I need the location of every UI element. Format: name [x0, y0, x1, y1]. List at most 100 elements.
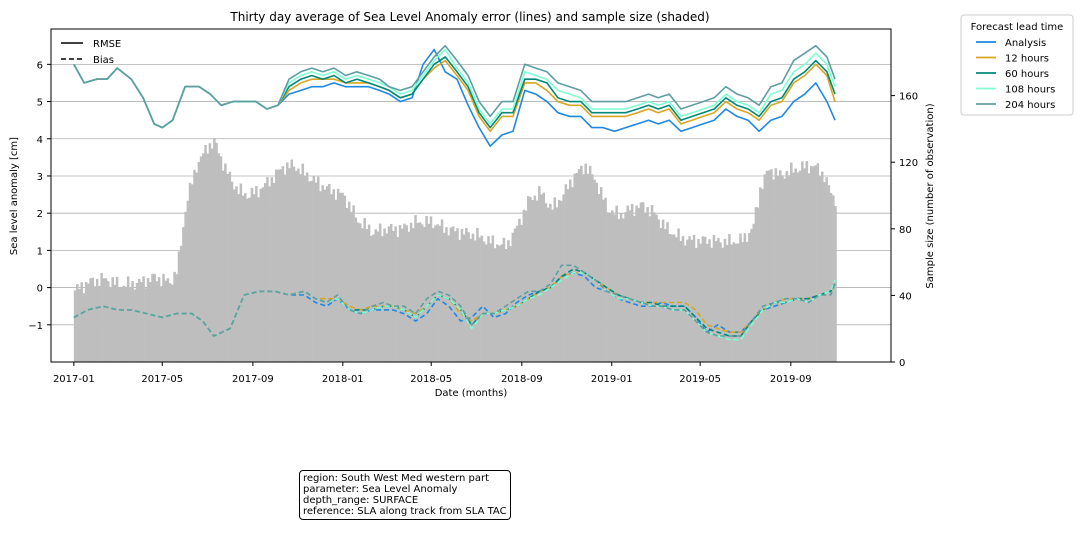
info-depth-range: depth_range: SURFACE — [303, 495, 419, 506]
sample-size-bar — [686, 239, 689, 362]
sample-size-bar — [221, 170, 225, 362]
sample-size-bar — [542, 192, 545, 362]
sample-size-bar — [263, 183, 267, 362]
sample-size-bar — [104, 278, 108, 362]
sample-size-bar — [237, 194, 240, 362]
sample-size-bar — [109, 287, 112, 362]
sample-size-bar — [257, 197, 260, 362]
y2-tick-label: 0 — [899, 358, 905, 369]
sample-size-bar — [646, 207, 649, 362]
sample-size-bar — [98, 285, 101, 362]
sample-size-bar — [617, 219, 621, 362]
sample-size-bar — [597, 194, 601, 362]
sample-size-bar — [111, 277, 114, 362]
sample-size-bar — [524, 210, 528, 362]
sample-size-bar — [622, 218, 625, 362]
lead-legend-label: Analysis — [1005, 38, 1046, 49]
sample-size-bar — [473, 240, 477, 362]
sample-size-bar — [482, 241, 486, 362]
sample-size-bar — [485, 244, 488, 362]
sample-size-bar — [283, 174, 287, 362]
sample-size-bar — [712, 234, 716, 362]
sample-size-bar — [208, 143, 212, 362]
sample-size-bar — [489, 243, 492, 362]
sample-size-bar — [606, 212, 610, 362]
sample-size-bar — [584, 163, 587, 362]
sample-size-bar — [604, 197, 607, 362]
x-tick-label: 2018-01 — [322, 374, 364, 385]
y-tick-label: 5 — [37, 98, 43, 109]
sample-size-bar — [670, 234, 674, 362]
sample-size-bar — [418, 222, 422, 362]
sample-size-bar — [164, 280, 167, 362]
sample-size-bar — [100, 272, 103, 362]
sample-size-bar — [310, 180, 313, 362]
sample-size-bar — [389, 223, 393, 362]
sample-size-bar — [155, 281, 159, 362]
sample-size-bar — [153, 273, 156, 362]
sample-size-bar — [633, 215, 636, 362]
sample-size-bar — [248, 197, 251, 362]
sample-size-bar — [659, 227, 663, 362]
sample-size-bar — [102, 278, 106, 362]
sample-size-bar — [520, 224, 523, 362]
sample-size-bar — [213, 137, 216, 362]
sample-size-bar — [184, 211, 187, 362]
sample-size-bar — [825, 177, 828, 362]
y2-tick-label: 40 — [899, 291, 912, 302]
sample-size-bar — [195, 172, 198, 362]
lead-time-legend-frame — [960, 14, 1074, 116]
sample-size-bar — [688, 236, 691, 362]
sample-size-bar — [692, 234, 696, 362]
sample-size-bar — [292, 166, 296, 362]
y2-tick-label: 160 — [899, 92, 918, 103]
sample-size-bar — [779, 170, 782, 362]
lead-time-legend: Forecast lead time Analysis 12 hours 60 ho… — [960, 14, 1074, 116]
sample-size-bar — [781, 175, 784, 362]
sample-size-bar — [538, 186, 541, 362]
info-parameter: parameter: Sea Level Anomaly — [303, 484, 458, 495]
sample-size-bar — [648, 216, 652, 362]
sample-size-bar — [725, 244, 729, 362]
sample-size-bar — [149, 281, 152, 362]
sample-size-bar — [392, 230, 395, 362]
sample-size-bar — [440, 219, 444, 362]
sample-size-bar — [301, 163, 305, 362]
sample-size-bar — [458, 239, 461, 362]
sample-size-bar — [259, 188, 263, 362]
sample-size-bar — [345, 208, 349, 362]
x-tick-label: 2019-01 — [591, 374, 633, 385]
sample-size-bar — [571, 187, 574, 362]
sample-size-bar — [756, 207, 760, 362]
sample-size-bar — [330, 194, 333, 362]
sample-size-bar — [407, 231, 411, 362]
sample-size-bar — [115, 276, 119, 362]
sample-size-bar — [202, 153, 205, 362]
sample-size-bar — [378, 223, 382, 362]
sample-size-bar — [714, 241, 718, 362]
sample-size-bar — [653, 212, 656, 362]
x-axis-label: Date (months) — [435, 388, 508, 399]
sample-size-bar — [785, 171, 789, 362]
sample-size-bar — [792, 172, 795, 362]
plot-frame — [50, 28, 892, 363]
sample-size-bar — [162, 273, 165, 362]
sample-size-bar — [535, 200, 539, 362]
sample-size-bar — [593, 179, 596, 362]
y-tick-label: 1 — [37, 246, 43, 257]
sample-size-bar — [277, 169, 280, 362]
sample-size-bar — [703, 236, 707, 362]
sample-size-bar — [374, 229, 377, 362]
sample-size-bar — [748, 232, 751, 362]
sample-size-bar — [639, 202, 643, 362]
sample-size-bar — [456, 228, 459, 362]
sample-size-bar — [252, 194, 256, 362]
sample-size-bar — [518, 218, 521, 362]
sample-size-bar — [586, 173, 590, 362]
sample-size-bar — [308, 181, 311, 362]
sample-size-bar — [246, 198, 249, 362]
sample-size-bar — [233, 189, 236, 362]
sample-size-bar — [372, 234, 375, 362]
sample-size-bar — [204, 145, 207, 362]
sample-size-bar — [323, 189, 327, 362]
